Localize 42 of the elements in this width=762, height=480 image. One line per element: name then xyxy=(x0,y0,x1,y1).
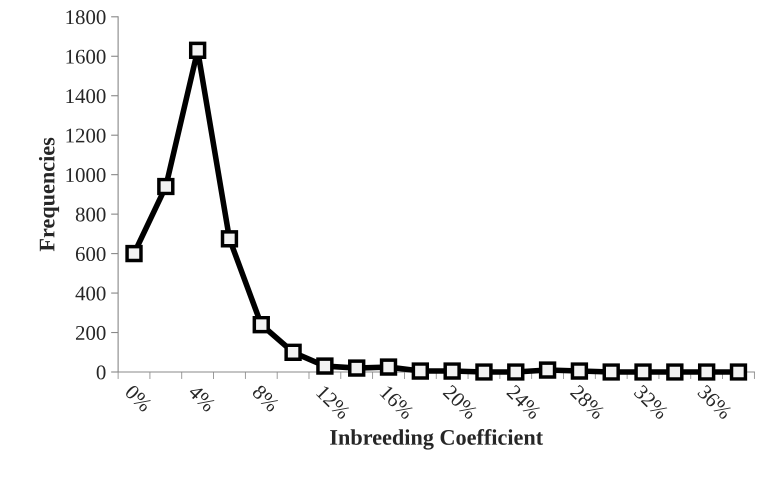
point xyxy=(188,42,206,60)
point xyxy=(157,178,175,196)
point xyxy=(412,362,430,380)
x-axis-title: Inbreeding Coefficient xyxy=(330,429,544,450)
point xyxy=(666,363,684,381)
point xyxy=(220,230,238,248)
x-tick-label: 4% xyxy=(188,384,216,413)
point xyxy=(380,358,398,376)
y-tick-label: 0 xyxy=(96,365,106,380)
point xyxy=(252,316,270,334)
point xyxy=(730,363,748,381)
point xyxy=(507,363,524,381)
y-tick-label: 200 xyxy=(76,326,106,340)
x-tick-label: 12% xyxy=(316,384,351,420)
point xyxy=(698,363,716,381)
point xyxy=(443,362,461,380)
y-tick-label: 400 xyxy=(75,286,106,300)
y-tick-label: 1400 xyxy=(66,89,106,104)
x-tick-label: 0% xyxy=(124,384,153,413)
point xyxy=(602,363,620,381)
y-tick-label: 800 xyxy=(76,208,106,222)
x-tick-label: 28% xyxy=(570,384,606,420)
point xyxy=(125,244,143,262)
y-tick-label: 1800 xyxy=(66,10,106,24)
x-tick-label: 24% xyxy=(506,384,542,420)
y-axis-title: Frequencies xyxy=(38,138,60,252)
point xyxy=(348,359,366,377)
point xyxy=(634,363,652,381)
y-tick-label: 600 xyxy=(76,246,106,262)
x-tick-label: 36% xyxy=(696,384,733,420)
x-tick-label: 8% xyxy=(251,384,280,413)
point xyxy=(538,361,556,379)
y-tick-label: 1000 xyxy=(66,168,106,182)
y-tick-label: 1600 xyxy=(66,50,106,64)
point xyxy=(475,363,493,381)
x-tick-label: 32% xyxy=(633,384,670,420)
point xyxy=(316,357,334,375)
x-tick-label: 16% xyxy=(379,384,415,420)
point xyxy=(284,344,302,361)
y-tick-label: 1200 xyxy=(66,128,106,143)
point xyxy=(570,362,588,380)
x-tick-label: 20% xyxy=(442,384,478,420)
